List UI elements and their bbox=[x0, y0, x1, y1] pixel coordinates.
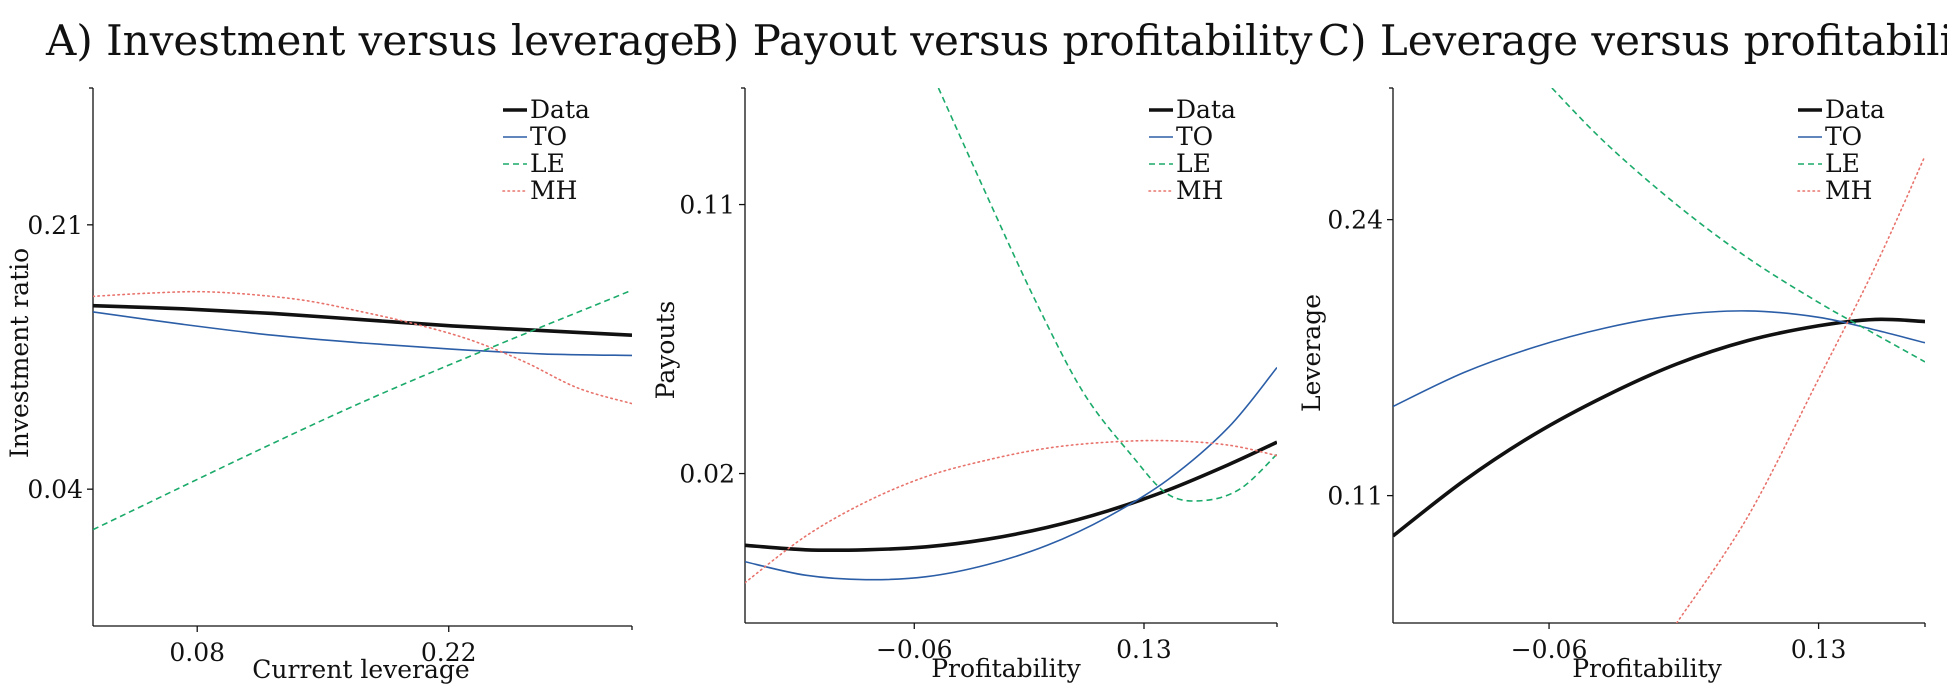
panel-b-legend-label-data: Data bbox=[1176, 95, 1236, 124]
panel-a-y-tick-label: 0.21 bbox=[27, 211, 83, 240]
panel-c-y-tick-label: 0.24 bbox=[1327, 206, 1383, 235]
panel-a: A) Investment versus leverage 0.08 0.220.… bbox=[5, 16, 695, 684]
panel-b-y-tick-label: 0.11 bbox=[679, 191, 735, 220]
panel-a-series-le-line bbox=[93, 289, 632, 531]
panel-c: C) Leverage versus profitability −0.06 0.… bbox=[1297, 16, 1947, 683]
panel-b-legend-label-to: TO bbox=[1176, 122, 1213, 151]
panel-a-legend-label-le: LE bbox=[530, 149, 565, 178]
panel-a-x-tick-label: 0.22 bbox=[421, 638, 477, 667]
panel-c-legend-label-to: TO bbox=[1825, 122, 1862, 151]
panel-a-series-data-line bbox=[93, 303, 632, 338]
panel-b-series-to-line bbox=[745, 366, 1277, 581]
panel-c-legend-label-le: LE bbox=[1825, 149, 1860, 178]
panel-a-legend-label-data: Data bbox=[530, 95, 590, 124]
panel-c-x-tick-label: −0.06 bbox=[1511, 635, 1588, 664]
panel-b-series-data-line bbox=[745, 440, 1277, 553]
panel-b-legend-label-mh: MH bbox=[1176, 176, 1223, 205]
panel-a-title: A) Investment versus leverage bbox=[45, 16, 695, 65]
panel-a-x-axis-label: Current leverage bbox=[252, 655, 469, 684]
panel-c-title: C) Leverage versus profitability bbox=[1318, 16, 1947, 65]
panel-b-y-tick-label: 0.02 bbox=[679, 460, 735, 489]
panel-b-series-group bbox=[745, 88, 1277, 584]
panel-c-x-tick-label: 0.13 bbox=[1791, 635, 1847, 664]
panel-a-series-group bbox=[93, 289, 632, 531]
panel-a-series-to-line bbox=[93, 311, 632, 357]
panel-b: B) Payout versus profitability −0.06 0.13… bbox=[651, 16, 1313, 683]
panel-a-legend-label-mh: MH bbox=[530, 176, 577, 205]
panel-b-x-tick-label: −0.06 bbox=[876, 635, 953, 664]
panel-a-series-mh-line bbox=[93, 290, 632, 405]
panel-c-legend-label-mh: MH bbox=[1825, 176, 1872, 205]
panel-a-y-tick-label: 0.04 bbox=[27, 475, 83, 504]
panel-c-series-mh-line bbox=[1675, 155, 1925, 623]
panel-b-title: B) Payout versus profitability bbox=[692, 16, 1313, 65]
panel-a-x-tick-label: 0.08 bbox=[169, 638, 225, 667]
panel-a-y-axis-label: Investment ratio bbox=[5, 248, 34, 458]
panel-c-series-group bbox=[1393, 88, 1925, 623]
panel-b-series-mh-line bbox=[745, 439, 1277, 584]
panel-c-x-axis-label: Profitability bbox=[1572, 654, 1722, 683]
panel-c-series-to-line bbox=[1393, 310, 1925, 408]
panel-c-y-axis-label: Leverage bbox=[1297, 294, 1326, 412]
panel-c-y-tick-label: 0.11 bbox=[1327, 482, 1383, 511]
panel-b-legend-label-le: LE bbox=[1176, 149, 1211, 178]
panel-a-legend-label-to: TO bbox=[530, 122, 567, 151]
panel-c-legend-label-data: Data bbox=[1825, 95, 1885, 124]
panel-b-y-axis-label: Payouts bbox=[651, 301, 680, 400]
panel-b-x-axis-label: Profitability bbox=[931, 654, 1081, 683]
panel-b-series-le-line bbox=[937, 88, 1277, 502]
panel-c-series-data-line bbox=[1393, 317, 1925, 538]
panel-b-x-tick-label: 0.13 bbox=[1116, 635, 1172, 664]
